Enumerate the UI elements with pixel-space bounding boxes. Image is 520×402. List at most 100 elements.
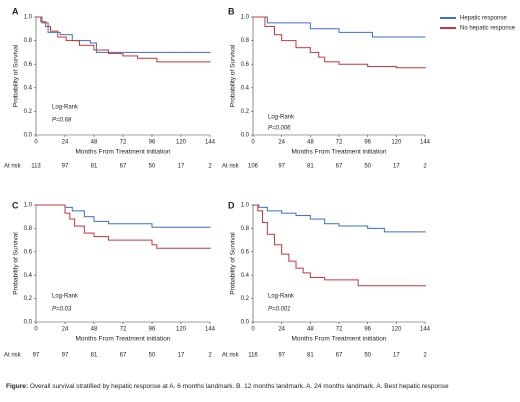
y-tick-label: 0.0 (241, 320, 250, 326)
at-risk-value: 67 (120, 164, 127, 170)
y-tick-label: 0.6 (24, 249, 33, 255)
annotation: P=0.68 (52, 118, 72, 124)
x-tick-label: 72 (120, 327, 127, 333)
y-tick-label: 0.4 (241, 273, 250, 279)
y-axis-label: Probability of Survival (230, 44, 237, 107)
y-tick-label: 0.2 (24, 109, 33, 115)
y-tick-label: 1.0 (241, 15, 250, 21)
at-risk-value: 81 (91, 353, 98, 359)
x-axis-label: Months From Treatment initiation (291, 149, 386, 156)
at-risk-label: At risk (222, 164, 240, 170)
at-risk-value: 17 (178, 164, 185, 170)
x-tick-label: 0 (34, 140, 38, 146)
at-risk-value: 67 (336, 353, 343, 359)
x-axis-label: Months From Treatment initiation (291, 336, 386, 343)
x-tick-label: 24 (62, 327, 69, 333)
at-risk-value: 17 (393, 164, 400, 170)
x-tick-label: 48 (307, 327, 314, 333)
x-axis-label: Months From Treatment initiation (75, 336, 170, 343)
at-risk-value: 97 (33, 353, 40, 359)
y-tick-label: 0.6 (24, 62, 33, 68)
x-tick-label: 0 (34, 327, 38, 333)
y-tick-label: 0.6 (241, 249, 250, 255)
x-tick-label: 120 (176, 327, 187, 333)
x-tick-label: 144 (205, 140, 216, 146)
x-tick-label: 24 (278, 140, 285, 146)
y-axis-label: Probability of Survival (230, 232, 237, 295)
y-tick-label: 0.4 (24, 273, 33, 279)
y-tick-label: 1.0 (24, 203, 33, 209)
at-risk-value: 2 (423, 353, 427, 359)
x-tick-label: 96 (364, 327, 371, 333)
at-risk-value: 67 (336, 164, 343, 170)
at-risk-label: At risk (4, 353, 22, 359)
x-tick-label: 24 (62, 140, 69, 146)
at-risk-value: 106 (248, 164, 259, 170)
x-tick-label: 48 (91, 140, 98, 146)
x-axis-label: Months From Treatment initiation (75, 149, 170, 156)
caption: Figure: Overall survival stratified by h… (6, 383, 449, 390)
panel-label: A (12, 6, 19, 16)
at-risk-value: 97 (62, 353, 69, 359)
x-tick-label: 0 (251, 140, 255, 146)
at-risk-value: 97 (278, 164, 285, 170)
y-tick-label: 0.0 (24, 320, 33, 326)
at-risk-value: 67 (120, 353, 127, 359)
y-tick-label: 1.0 (24, 15, 33, 21)
y-tick-label: 0.2 (24, 296, 33, 302)
at-risk-value: 50 (364, 164, 371, 170)
panel-label: B (228, 6, 235, 16)
y-tick-label: 0.6 (241, 62, 250, 68)
x-tick-label: 120 (391, 140, 402, 146)
at-risk-value: 2 (423, 164, 427, 170)
x-tick-label: 120 (391, 327, 402, 333)
y-tick-label: 0.4 (241, 85, 250, 91)
at-risk-value: 17 (393, 353, 400, 359)
y-tick-label: 0.0 (241, 133, 250, 139)
x-tick-label: 96 (149, 327, 156, 333)
y-tick-label: 0.0 (24, 133, 33, 139)
y-tick-label: 0.2 (241, 109, 250, 115)
x-tick-label: 144 (420, 327, 431, 333)
legend-label: Hepatic response (460, 16, 507, 22)
y-tick-label: 0.8 (241, 38, 250, 44)
at-risk-value: 116 (248, 353, 258, 359)
at-risk-value: 81 (307, 164, 314, 170)
at-risk-value: 81 (91, 164, 98, 170)
x-tick-label: 96 (364, 140, 371, 146)
annotation: P=0.001 (268, 307, 291, 313)
at-risk-value: 97 (278, 353, 285, 359)
panel-label: C (12, 200, 19, 210)
x-tick-label: 144 (205, 327, 216, 333)
at-risk-value: 97 (62, 164, 69, 170)
x-tick-label: 72 (336, 327, 343, 333)
x-tick-label: 72 (336, 140, 343, 146)
caption-text: Overall survival stratified by hepatic r… (30, 383, 449, 390)
x-tick-label: 144 (420, 140, 431, 146)
annotation: P=0.03 (52, 307, 72, 313)
y-tick-label: 0.8 (241, 226, 250, 232)
y-tick-label: 0.4 (24, 85, 33, 91)
annotation: Log-Rank (268, 294, 295, 300)
x-tick-label: 72 (120, 140, 127, 146)
legend-label: No hepatic response (460, 26, 516, 32)
x-tick-label: 48 (307, 140, 314, 146)
at-risk-value: 50 (149, 164, 156, 170)
panel-label: D (228, 200, 235, 210)
caption-label: Figure: (6, 383, 28, 390)
x-tick-label: 24 (278, 327, 285, 333)
at-risk-label: At risk (222, 353, 240, 359)
at-risk-value: 113 (31, 164, 41, 170)
y-tick-label: 0.2 (241, 296, 250, 302)
at-risk-value: 50 (149, 353, 156, 359)
x-tick-label: 0 (251, 327, 255, 333)
annotation: Log-Rank (52, 105, 79, 111)
annotation: Log-Rank (52, 294, 79, 300)
at-risk-value: 2 (208, 353, 212, 359)
y-axis-label: Probability of Survival (13, 44, 20, 107)
x-tick-label: 120 (176, 140, 187, 146)
x-tick-label: 48 (91, 327, 98, 333)
y-tick-label: 0.8 (24, 226, 33, 232)
y-tick-label: 1.0 (241, 203, 250, 209)
